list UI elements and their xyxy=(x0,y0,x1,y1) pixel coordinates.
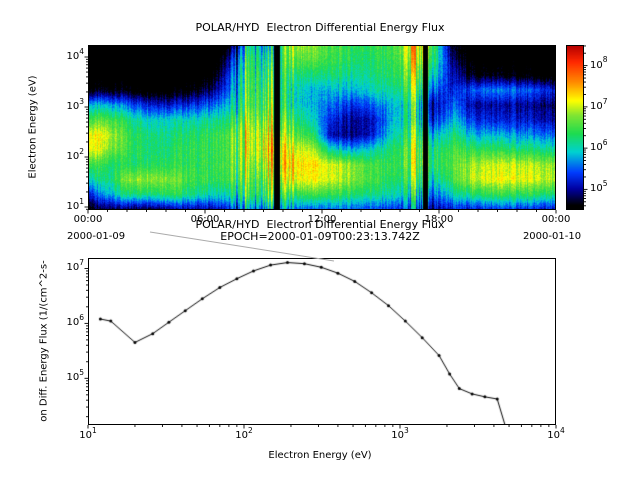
top-chart-title: POLAR/HYD Electron Differential Energy F… xyxy=(195,21,445,34)
line-chart-canvas xyxy=(88,258,556,425)
bottom-y-tick-label: 107 xyxy=(66,258,84,274)
colorbar-tick-label: 108 xyxy=(590,55,608,71)
bottom-y-tick-label: 105 xyxy=(66,367,84,384)
colorbar-tick-label: 107 xyxy=(590,96,608,112)
top-x-tick-label: 06:00 xyxy=(190,214,220,225)
bottom-chart-subtitle: EPOCH=2000-01-09T00:23:13.742Z xyxy=(220,230,420,243)
date-left-label: 2000-01-09 xyxy=(66,231,126,242)
top-y-tick-label: 101 xyxy=(66,196,84,212)
colorbar-tick-label: 106 xyxy=(590,137,608,154)
top-y-tick-label: 102 xyxy=(66,146,84,162)
top-x-tick-label: 12:00 xyxy=(307,214,337,225)
bottom-x-tick-label: 101 xyxy=(79,425,97,441)
top-x-tick-label: 00:00 xyxy=(541,214,571,225)
top-y-tick-label: 104 xyxy=(66,46,84,62)
top-x-tick-label: 00:00 xyxy=(73,214,103,225)
spectrogram-canvas xyxy=(88,45,556,210)
top-y-tick-label: 103 xyxy=(66,96,84,112)
colorbar-tick-label: 105 xyxy=(590,179,608,195)
bottom-x-axis-label: Electron Energy (eV) xyxy=(268,450,372,461)
bottom-y-axis-label: on Diff. Energy Flux (1/(cm^2-s- xyxy=(38,260,50,422)
bottom-chart-title: POLAR/HYD Electron Differential Energy F… xyxy=(195,218,445,231)
date-right-label: 2000-01-10 xyxy=(522,231,582,242)
colorbar-canvas xyxy=(566,45,584,210)
bottom-x-tick-label: 102 xyxy=(235,425,253,441)
bottom-y-tick-label: 106 xyxy=(66,313,84,329)
top-x-tick-label: 18:00 xyxy=(424,214,454,225)
bottom-x-tick-label: 103 xyxy=(391,425,409,441)
top-y-axis-label: Electron Energy (eV) xyxy=(27,75,39,179)
bottom-x-tick-label: 104 xyxy=(547,425,565,441)
